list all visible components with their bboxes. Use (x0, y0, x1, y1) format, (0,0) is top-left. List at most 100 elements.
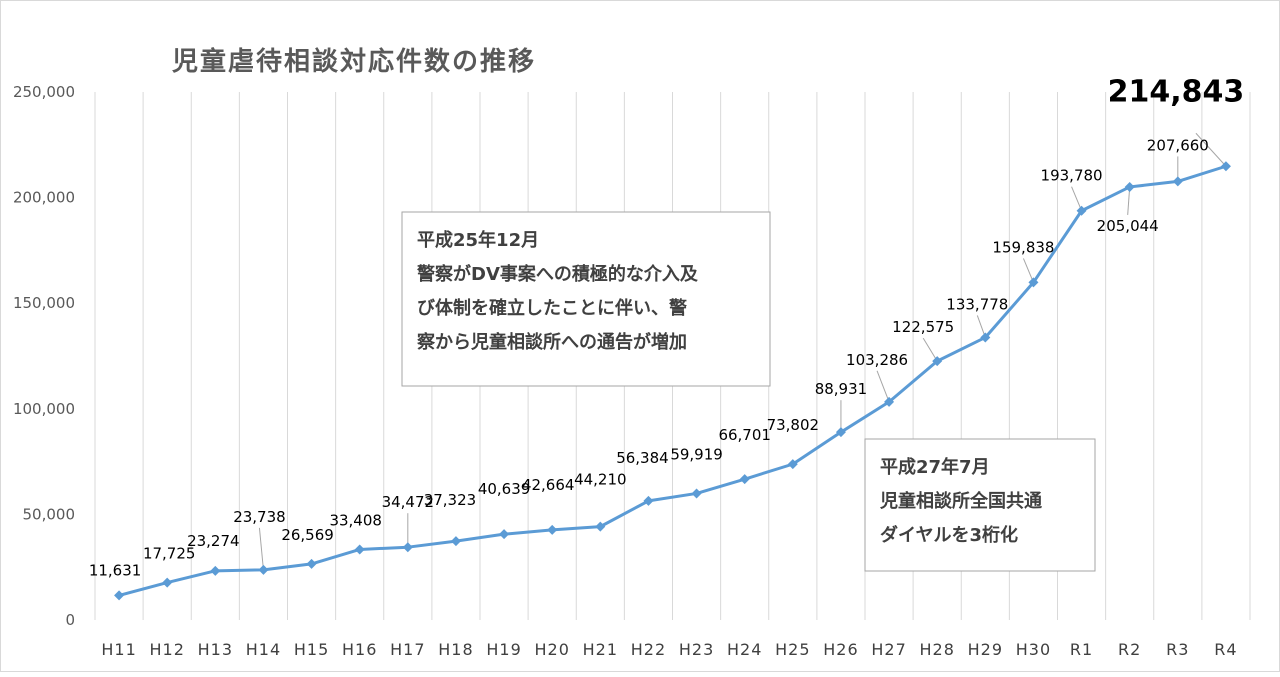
y-tick-label: 150,000 (13, 294, 75, 312)
annotation-1-line-3: び体制を確立したことに伴い、警 (417, 297, 687, 319)
x-tick-label: H20 (534, 640, 569, 659)
data-label: 44,210 (574, 471, 627, 489)
annotation-2-line-2: 児童相談所全国共通 (879, 490, 1042, 512)
y-tick-label: 250,000 (13, 83, 75, 101)
data-label: 33,408 (329, 511, 382, 529)
leader-line (1071, 186, 1083, 211)
x-tick-label: H16 (342, 640, 377, 659)
data-point (402, 542, 413, 553)
data-label: 66,701 (718, 426, 771, 444)
data-label: 207,660 (1147, 136, 1209, 154)
x-tick-label: H14 (246, 640, 281, 659)
leader-line (1022, 258, 1034, 283)
series-line (114, 161, 1231, 601)
data-label: 59,919 (670, 445, 723, 463)
x-tick-label: R4 (1214, 640, 1237, 659)
x-tick-label: H11 (101, 640, 136, 659)
data-point (932, 356, 943, 367)
leader-line (922, 337, 938, 362)
data-label: 205,044 (1097, 217, 1159, 235)
annotation-box-1: 平成25年12月 警察がDV事案への積極的な介入及 び体制を確立したことに伴い、… (401, 211, 771, 387)
data-point (210, 565, 221, 576)
data-label: 133,778 (946, 295, 1008, 313)
data-point (499, 529, 510, 540)
x-tick-label: H12 (149, 640, 184, 659)
x-tick-label: R1 (1070, 640, 1093, 659)
x-tick-label: H15 (294, 640, 329, 659)
leader-line (258, 527, 264, 570)
data-point (450, 536, 461, 547)
data-label: 42,664 (522, 476, 575, 494)
y-tick-label: 200,000 (13, 189, 75, 207)
series-path (118, 164, 1227, 597)
data-label: 40,639 (478, 480, 531, 498)
data-label: 103,286 (846, 351, 908, 369)
data-point (643, 495, 654, 506)
x-tick-label: H24 (727, 640, 762, 659)
data-point (1124, 181, 1135, 192)
annotation-1-line-4: 察から児童相談所への通告が増加 (417, 331, 687, 353)
x-tick-label: H19 (486, 640, 521, 659)
data-label: 23,738 (233, 508, 286, 526)
x-tick-label: H30 (1016, 640, 1051, 659)
x-tick-label: H25 (775, 640, 810, 659)
x-tick-label: R2 (1118, 640, 1141, 659)
data-label-latest: 214,843 (1108, 74, 1245, 109)
x-tick-label: H27 (871, 640, 906, 659)
data-label: 159,838 (992, 238, 1054, 256)
annotation-2-line-1: 平成27年7月 (880, 456, 990, 478)
data-label: 193,780 (1041, 167, 1103, 185)
x-tick-label: H18 (438, 640, 473, 659)
data-point (835, 427, 846, 438)
annotation-box-2: 平成27年7月 児童相談所全国共通 ダイヤルを3桁化 (864, 438, 1096, 572)
data-label: 17,725 (143, 545, 196, 563)
data-point (980, 332, 991, 343)
annotation-1-line-2: 警察がDV事案への積極的な介入及 (417, 263, 699, 285)
x-tick-label: H29 (968, 640, 1003, 659)
data-point (306, 558, 317, 569)
data-point (787, 459, 798, 470)
data-point (1220, 161, 1231, 172)
x-tick-label: H28 (919, 640, 954, 659)
data-label: 37,323 (424, 491, 477, 509)
data-point (884, 396, 895, 407)
x-tick-label: H22 (631, 640, 666, 659)
x-tick-label: H26 (823, 640, 858, 659)
data-point (547, 524, 558, 535)
x-tick-label: H17 (390, 640, 425, 659)
annotation-2-line-3: ダイヤルを3桁化 (880, 524, 1018, 546)
x-tick-label: H21 (583, 640, 618, 659)
data-label: 73,802 (767, 416, 820, 434)
chart-title: 児童虐待相談対応件数の推移 (172, 46, 536, 77)
data-point (1028, 277, 1039, 288)
data-point (595, 521, 606, 532)
data-label: 23,274 (187, 532, 240, 550)
data-label: 11,631 (89, 561, 142, 579)
leader-line (1127, 186, 1131, 215)
data-point (354, 544, 365, 555)
annotation-1-line-1: 平成25年12月 (417, 229, 539, 251)
data-label: 34,472 (382, 493, 435, 511)
data-point (1076, 205, 1087, 216)
label-leader-lines (258, 132, 1227, 570)
data-label: 56,384 (616, 449, 669, 467)
x-tick-label: R3 (1166, 640, 1189, 659)
x-tick-label: H13 (198, 640, 233, 659)
data-point (1172, 176, 1183, 187)
leader-line (1195, 132, 1227, 167)
data-label: 26,569 (281, 526, 334, 544)
y-tick-label: 100,000 (13, 400, 75, 418)
data-point (739, 474, 750, 485)
x-axis: H11 H12 H13 H14 H15 H16 H17 H18 H19 H20 H21 H22 H23 H… (101, 640, 1237, 659)
data-label: 122,575 (892, 318, 954, 336)
data-point (114, 590, 125, 601)
leader-line (876, 370, 890, 403)
data-point (162, 577, 173, 588)
x-tick-label: H23 (679, 640, 714, 659)
y-tick-label: 0 (65, 611, 75, 629)
data-point (691, 488, 702, 499)
y-tick-label: 50,000 (23, 505, 76, 523)
